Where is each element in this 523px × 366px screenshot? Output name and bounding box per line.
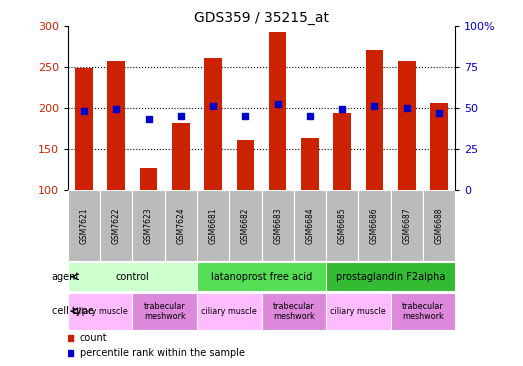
Bar: [172, 123, 190, 190]
Text: latanoprost free acid: latanoprost free acid: [211, 272, 312, 282]
Text: trabecular
meshwork: trabecular meshwork: [273, 302, 315, 321]
Bar: [262, 293, 326, 330]
Title: GDS359 / 35215_at: GDS359 / 35215_at: [194, 11, 329, 25]
Bar: [326, 190, 358, 261]
Bar: [108, 61, 125, 190]
Text: GSM6688: GSM6688: [435, 207, 444, 244]
Text: control: control: [116, 272, 150, 282]
Bar: [68, 262, 197, 291]
Bar: [391, 190, 423, 261]
Bar: [236, 141, 254, 190]
Text: prostaglandin F2alpha: prostaglandin F2alpha: [336, 272, 445, 282]
Bar: [68, 190, 100, 261]
Text: GSM6686: GSM6686: [370, 207, 379, 244]
Text: agent: agent: [52, 272, 80, 282]
Bar: [269, 32, 287, 190]
Text: ciliary muscle: ciliary muscle: [72, 307, 128, 316]
Bar: [358, 190, 391, 261]
Text: GSM6687: GSM6687: [402, 207, 411, 244]
Text: percentile rank within the sample: percentile rank within the sample: [79, 348, 245, 358]
Text: trabecular
meshwork: trabecular meshwork: [402, 302, 444, 321]
Bar: [391, 293, 455, 330]
Text: trabecular
meshwork: trabecular meshwork: [144, 302, 186, 321]
Bar: [430, 103, 448, 190]
Bar: [165, 190, 197, 261]
Text: count: count: [79, 333, 107, 343]
Text: GSM6682: GSM6682: [241, 207, 250, 244]
Text: GSM6683: GSM6683: [273, 207, 282, 244]
Text: ciliary muscle: ciliary muscle: [201, 307, 257, 316]
Bar: [294, 190, 326, 261]
Bar: [75, 68, 93, 190]
Text: GSM7621: GSM7621: [79, 207, 88, 244]
Bar: [197, 293, 262, 330]
Bar: [132, 293, 197, 330]
Bar: [229, 190, 262, 261]
Text: ciliary muscle: ciliary muscle: [331, 307, 386, 316]
Text: GSM6685: GSM6685: [338, 207, 347, 244]
Text: GSM6684: GSM6684: [305, 207, 314, 244]
Text: GSM6681: GSM6681: [209, 207, 218, 244]
Text: GSM7622: GSM7622: [112, 207, 121, 244]
Text: GSM7623: GSM7623: [144, 207, 153, 244]
Bar: [333, 113, 351, 190]
Bar: [197, 262, 326, 291]
Bar: [204, 57, 222, 190]
Bar: [423, 190, 455, 261]
Bar: [326, 262, 455, 291]
Bar: [132, 190, 165, 261]
Bar: [68, 293, 132, 330]
Bar: [262, 190, 294, 261]
Bar: [197, 190, 229, 261]
Bar: [301, 138, 319, 190]
Text: cell type: cell type: [52, 306, 94, 316]
Bar: [398, 61, 415, 190]
Bar: [326, 293, 391, 330]
Bar: [140, 168, 157, 190]
Bar: [366, 50, 383, 190]
Bar: [100, 190, 132, 261]
Text: GSM7624: GSM7624: [176, 207, 185, 244]
